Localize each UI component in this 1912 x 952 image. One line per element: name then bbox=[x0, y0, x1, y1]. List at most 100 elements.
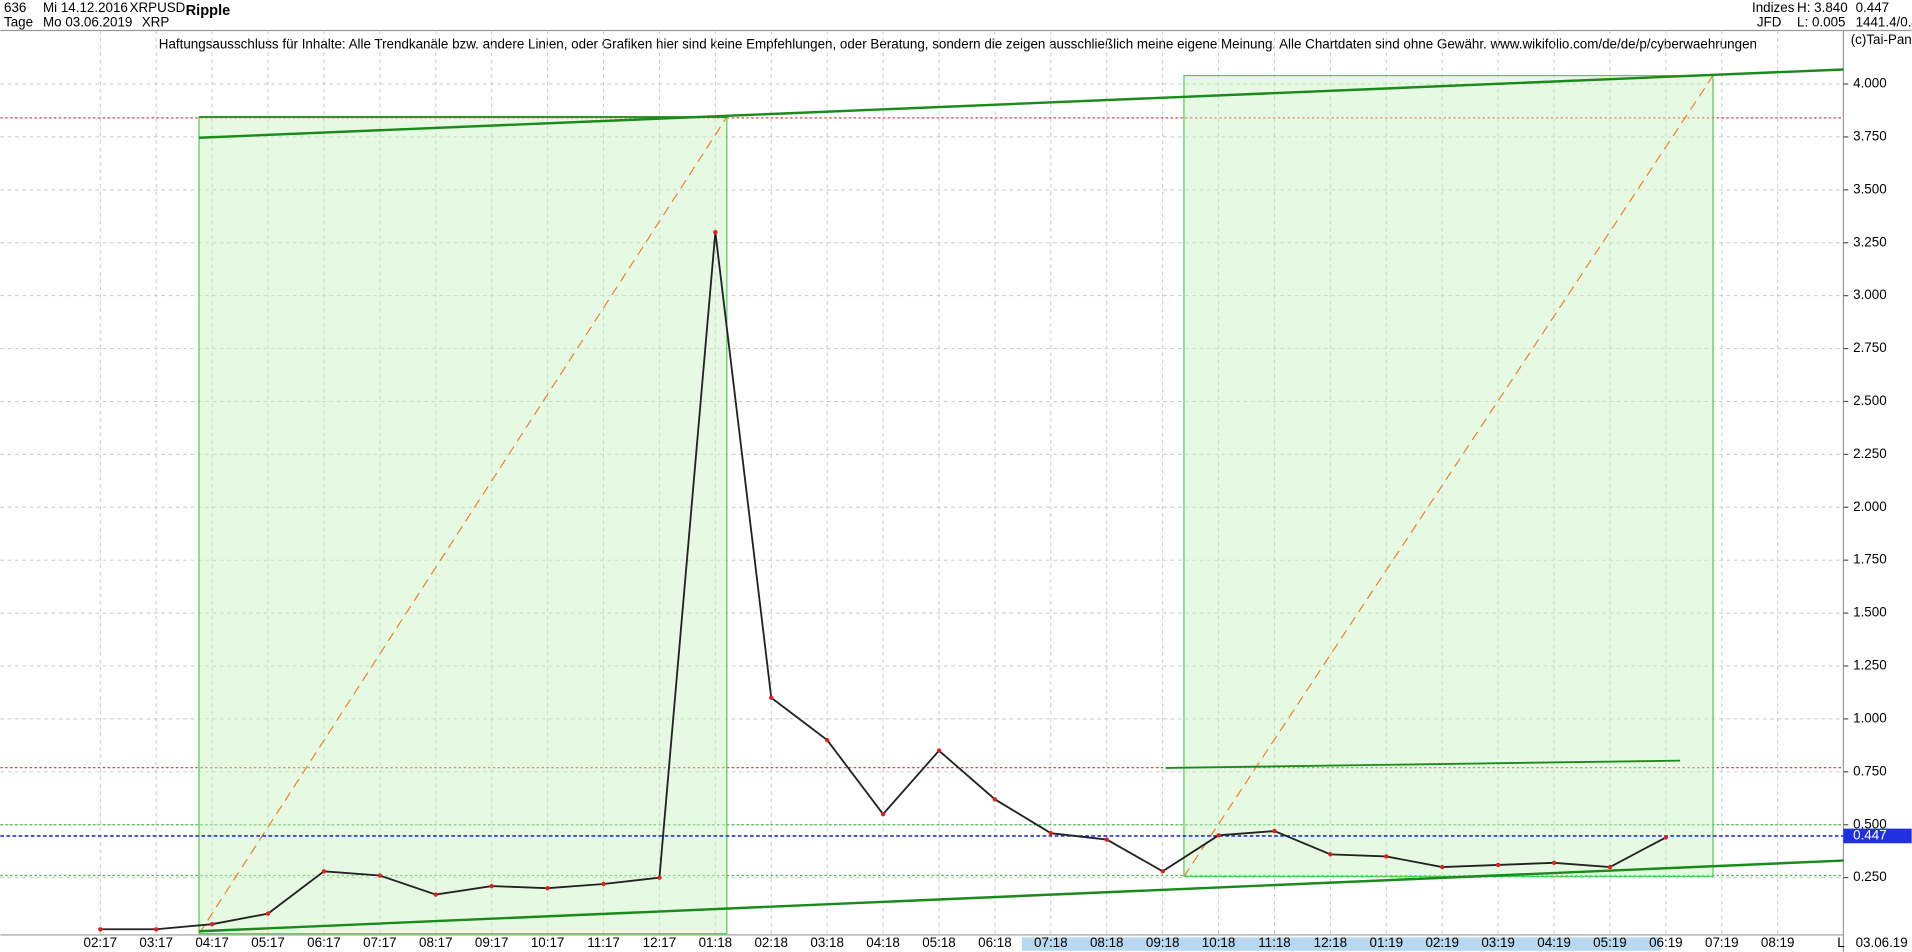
high: H: 3.840 bbox=[1797, 0, 1848, 15]
price-point bbox=[1272, 828, 1277, 834]
price-point bbox=[1663, 835, 1669, 840]
price-point bbox=[321, 869, 327, 874]
price-point bbox=[1216, 833, 1221, 838]
extra: 1441.4/0.4 bbox=[1856, 15, 1912, 30]
x-tick-label: 10:18 bbox=[1202, 935, 1236, 950]
x-tick-label: 08:18 bbox=[1090, 935, 1124, 950]
price-point bbox=[1607, 864, 1613, 870]
price-point bbox=[377, 873, 383, 878]
x-tick-label: 03:17 bbox=[139, 935, 173, 950]
x-tick-label: 07:17 bbox=[363, 935, 397, 950]
price-tag bbox=[1843, 828, 1912, 844]
price-point bbox=[545, 886, 550, 891]
trend-line bbox=[1165, 759, 1681, 769]
x-tick-label: 06:18 bbox=[978, 935, 1012, 950]
y-tick-label: 3.750 bbox=[1853, 128, 1887, 143]
x-tick-label: 04:17 bbox=[195, 935, 229, 950]
y-tick-label: 2.500 bbox=[1853, 393, 1887, 408]
price-point bbox=[1440, 864, 1445, 870]
x-tick-label: 03:19 bbox=[1481, 935, 1515, 950]
diagonal bbox=[198, 116, 728, 935]
x-tick-label: 02:19 bbox=[1425, 935, 1459, 950]
price-point bbox=[1384, 854, 1389, 859]
x-tick-label: 04:19 bbox=[1537, 935, 1571, 950]
y-tick-label: 2.250 bbox=[1853, 446, 1887, 461]
range-highlight bbox=[1021, 937, 1661, 951]
y-tick-label: 3.000 bbox=[1853, 287, 1887, 302]
disclaimer: Haftungsausschluss für Inhalte: Alle Tre… bbox=[159, 37, 1757, 52]
start-date[interactable]: Mi 14.12.2016 bbox=[43, 0, 128, 15]
price-point bbox=[1495, 862, 1501, 868]
y-tick-label: 1.000 bbox=[1853, 710, 1887, 725]
x-tick-label: 07:18 bbox=[1034, 935, 1068, 950]
price-tag-label: 0.447 bbox=[1853, 827, 1887, 842]
y-tick-label: 1.750 bbox=[1853, 552, 1887, 567]
x-tick-label: 11:18 bbox=[1258, 935, 1291, 950]
price-point bbox=[265, 911, 271, 916]
y-tick-label: 1.500 bbox=[1853, 605, 1887, 620]
count[interactable]: 636 bbox=[4, 0, 26, 15]
x-tick-label: 05:19 bbox=[1593, 935, 1627, 950]
y-tick-label: 2.750 bbox=[1853, 340, 1887, 355]
symbol: XRPUSD bbox=[130, 0, 186, 15]
group: Indizes bbox=[1752, 0, 1795, 15]
price-point bbox=[1551, 860, 1557, 866]
price-point bbox=[824, 737, 830, 743]
end-date[interactable]: Mo 03.06.2019 bbox=[43, 15, 132, 30]
x-tick-label: 06:17 bbox=[307, 935, 341, 950]
x-tick-label: 02:17 bbox=[84, 935, 118, 950]
x-tick-label: 07:19 bbox=[1705, 935, 1739, 950]
x-tick-label: 01:18 bbox=[699, 935, 733, 950]
x-tick-label: 08:17 bbox=[419, 935, 453, 950]
x-tick-label: 05:18 bbox=[922, 935, 956, 950]
price-point bbox=[713, 229, 718, 235]
x-tick-label: 09:17 bbox=[475, 935, 509, 950]
y-tick-label: 0.500 bbox=[1853, 816, 1887, 831]
y-tick-label: 2.000 bbox=[1853, 499, 1887, 514]
last: 0.447 bbox=[1856, 0, 1890, 15]
diagonal bbox=[1183, 75, 1714, 877]
x-tick-label: 01:19 bbox=[1370, 935, 1404, 950]
price-point bbox=[769, 695, 774, 700]
period[interactable]: Tage bbox=[4, 15, 33, 30]
y-tick-label: 3.250 bbox=[1853, 234, 1887, 249]
trend-line bbox=[198, 859, 1844, 933]
price-point bbox=[657, 875, 662, 880]
trend-line bbox=[198, 68, 1844, 139]
y-tick-label: 4.000 bbox=[1853, 76, 1887, 91]
y-tick-label: 1.250 bbox=[1853, 658, 1887, 673]
currency: XRP bbox=[142, 15, 170, 30]
scale-mode[interactable]: L bbox=[1837, 935, 1844, 950]
price-point bbox=[880, 811, 886, 817]
low: L: 0.005 bbox=[1797, 15, 1845, 30]
y-tick-label: 0.750 bbox=[1853, 763, 1887, 778]
x-tick-label: 04:18 bbox=[866, 935, 900, 950]
price-point bbox=[489, 883, 494, 889]
x-tick-label: 05:17 bbox=[251, 935, 285, 950]
last-date: 03.06.19 bbox=[1856, 935, 1908, 950]
price-point bbox=[98, 927, 103, 932]
x-tick-label: 02:18 bbox=[754, 935, 788, 950]
y-tick-label: 3.500 bbox=[1853, 181, 1887, 196]
copyright: (c)Tai-Pan bbox=[1851, 32, 1912, 47]
price-point bbox=[936, 748, 942, 753]
price-point bbox=[1104, 837, 1109, 842]
broker: JFD bbox=[1757, 15, 1782, 30]
x-tick-label: 11:17 bbox=[587, 935, 620, 950]
x-tick-label: 10:17 bbox=[531, 935, 565, 950]
price-point bbox=[433, 892, 438, 897]
x-tick-label: 12:18 bbox=[1314, 935, 1348, 950]
x-tick-label: 08:19 bbox=[1761, 935, 1795, 950]
x-tick-label: 03:18 bbox=[810, 935, 844, 950]
x-tick-label: 09:18 bbox=[1146, 935, 1180, 950]
price-point bbox=[1160, 869, 1165, 874]
y-tick-label: 0.250 bbox=[1853, 869, 1887, 884]
price-point bbox=[1328, 852, 1333, 857]
price-point bbox=[992, 797, 998, 802]
price-point bbox=[209, 921, 215, 927]
x-tick-label: 06:19 bbox=[1649, 935, 1683, 950]
x-tick-label: 12:17 bbox=[643, 935, 677, 950]
